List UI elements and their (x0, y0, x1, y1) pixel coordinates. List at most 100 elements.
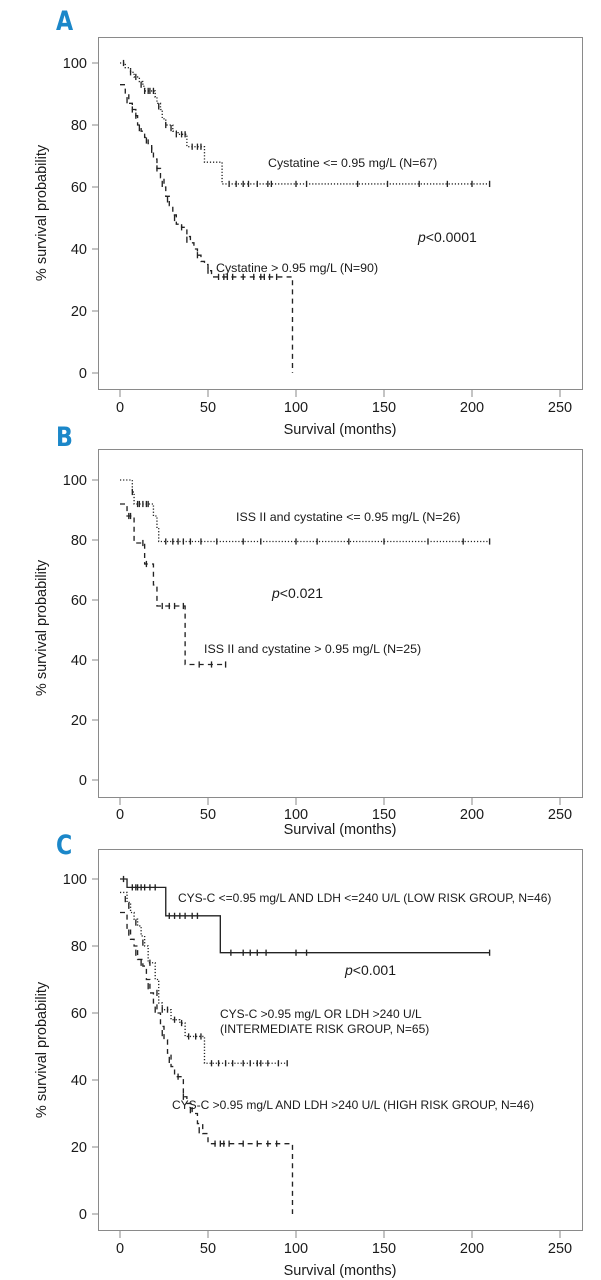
y-tick-label: 20 (71, 713, 87, 729)
km-curve-1 (120, 891, 288, 1064)
x-tick-label: 150 (372, 400, 396, 416)
x-tick-label: 200 (460, 807, 484, 820)
km-censors-0 (131, 488, 491, 545)
p-value-number: <0.001 (353, 962, 396, 978)
series-annotation-1: ISS II and cystatine > 0.95 mg/L (N=25) (204, 642, 421, 656)
panel-b-plot: 0 20 40 60 80 100 0 50 100 150 200 (34, 422, 583, 820)
y-tick-label: 0 (79, 366, 87, 382)
x-axis-tick-labels: 0 50 100 150 200 250 (116, 400, 572, 416)
p-value-symbol: p (417, 229, 426, 245)
km-censors-0 (122, 59, 491, 187)
y-tick-label: 20 (71, 304, 87, 320)
y-axis-tick-labels: 0 20 40 60 80 100 (63, 872, 87, 1223)
km-censors-1 (126, 97, 278, 280)
y-tick-label: 40 (71, 653, 87, 669)
y-tick-label: 60 (71, 1006, 87, 1022)
series-annotation-0: CYS-C <=0.95 mg/L AND LDH <=240 U/L (LOW… (178, 891, 551, 905)
x-tick-label: 250 (548, 400, 572, 416)
x-axis-ticks (119, 389, 561, 397)
plot-frame (98, 449, 583, 798)
x-tick-label: 50 (200, 400, 216, 416)
x-axis-title-top: Survival (months) (284, 822, 397, 838)
panel-label-c: C (56, 830, 72, 861)
km-curve-1 (120, 84, 294, 373)
km-curve-2 (120, 911, 294, 1214)
y-axis-tick-labels: 0 20 40 60 80 100 (63, 56, 87, 382)
y-axis-ticks (92, 878, 99, 1215)
x-axis-ticks (119, 1230, 561, 1238)
x-tick-label: 0 (116, 807, 124, 820)
y-tick-label: 80 (71, 533, 87, 549)
series-annotation-1: Cystatine > 0.95 mg/L (N=90) (216, 261, 378, 275)
series-annotation-2: CYS-C >0.95 mg/L AND LDH >240 U/L (HIGH … (172, 1098, 534, 1112)
km-censors-1 (124, 896, 288, 1067)
series-annotation-1a: CYS-C >0.95 mg/L OR LDH >240 U/L (220, 1007, 422, 1021)
y-axis-title: % survival probability (34, 559, 50, 696)
series-annotation-0: ISS II and cystatine <= 0.95 mg/L (N=26) (236, 510, 460, 524)
y-tick-label: 100 (63, 473, 87, 489)
series-annotation-1b: (INTERMEDIATE RISK GROUP, N=65) (220, 1022, 429, 1036)
x-axis-ticks (119, 797, 561, 805)
x-tick-label: 100 (284, 400, 308, 416)
y-tick-label: 20 (71, 1140, 87, 1156)
y-tick-label: 100 (63, 872, 87, 888)
km-curve-0 (120, 878, 490, 954)
p-value-number: <0.0001 (426, 229, 477, 245)
y-tick-label: 40 (71, 242, 87, 258)
x-tick-label: 50 (200, 1241, 216, 1257)
p-value: p<0.0001 (417, 229, 477, 245)
y-axis-ticks (92, 479, 99, 781)
x-tick-label: 150 (372, 1241, 396, 1257)
y-tick-label: 100 (63, 56, 87, 72)
y-tick-label: 60 (71, 180, 87, 196)
series-annotation-0: Cystatine <= 0.95 mg/L (N=67) (268, 156, 437, 170)
y-tick-label: 0 (79, 773, 87, 789)
panel-label-a: A (56, 6, 73, 37)
panel-a: A 0 20 40 60 80 100 (0, 0, 601, 420)
y-tick-label: 80 (71, 939, 87, 955)
p-value-symbol: p (344, 962, 353, 978)
panel-label-b: B (56, 422, 73, 453)
y-tick-label: 0 (79, 1207, 87, 1223)
plot-frame (98, 37, 583, 390)
panel-b: B 0 20 40 60 80 100 (0, 420, 601, 820)
plot-frame (98, 849, 583, 1231)
panel-c-plot: 0 20 40 60 80 100 0 50 100 150 200 (34, 822, 583, 1279)
x-tick-label: 100 (284, 1241, 308, 1257)
x-axis-title: Survival (months) (284, 1263, 397, 1279)
x-tick-label: 250 (548, 1241, 572, 1257)
x-tick-label: 100 (284, 807, 308, 820)
series-curves (120, 59, 491, 373)
p-value: p<0.001 (344, 962, 396, 978)
x-tick-label: 200 (460, 400, 484, 416)
x-axis-tick-labels: 0 50 100 150 200 250 (116, 1241, 572, 1257)
km-censors-0 (122, 875, 491, 956)
y-tick-label: 80 (71, 118, 87, 134)
y-tick-label: 60 (71, 593, 87, 609)
km-censors-2 (128, 929, 278, 1147)
x-tick-label: 50 (200, 807, 216, 820)
x-axis-title: Survival (months) (284, 422, 397, 438)
p-value: p<0.021 (271, 585, 323, 601)
x-tick-label: 0 (116, 400, 124, 416)
p-value-number: <0.021 (280, 585, 323, 601)
x-tick-label: 150 (372, 807, 396, 820)
panel-c: C 0 20 40 60 80 100 (0, 820, 601, 1280)
x-tick-label: 0 (116, 1241, 124, 1257)
y-axis-title: % survival probability (34, 144, 50, 281)
series-curves (120, 479, 491, 668)
series-curves (120, 875, 491, 1214)
x-tick-label: 200 (460, 1241, 484, 1257)
x-axis-tick-labels: 0 50 100 150 200 250 (116, 807, 572, 820)
y-axis-ticks (92, 62, 99, 374)
km-censors-1 (128, 512, 227, 668)
y-tick-label: 40 (71, 1073, 87, 1089)
km-curve-0 (120, 62, 490, 185)
y-axis-title: % survival probability (34, 981, 50, 1118)
km-curve-1 (120, 503, 226, 666)
panel-a-plot: 0 20 40 60 80 100 0 50 100 150 200 (34, 37, 583, 416)
y-axis-tick-labels: 0 20 40 60 80 100 (63, 473, 87, 789)
p-value-symbol: p (271, 585, 280, 601)
x-tick-label: 250 (548, 807, 572, 820)
